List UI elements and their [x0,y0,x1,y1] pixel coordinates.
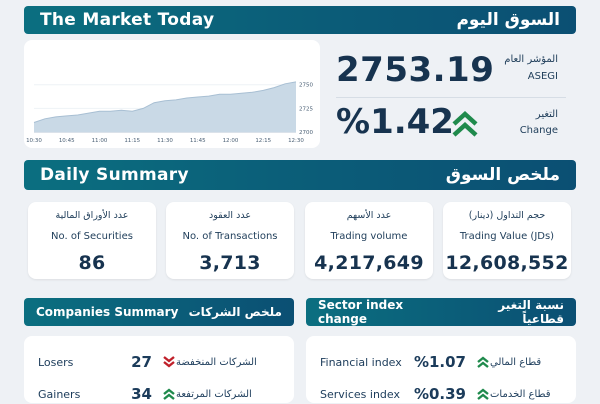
row-label-en: Gainers [38,387,81,401]
header-title-en: The Market Today [40,10,215,30]
row-value: %1.07 [413,353,466,371]
row-value: %0.39 [413,385,466,403]
stat-value: 86 [78,252,106,274]
double-chevron-down-icon [163,356,175,368]
stat-value: 12,608,552 [445,252,569,274]
stat-value: 4,217,649 [314,252,424,274]
daily-summary-header: Daily Summary ملخص السوق [24,160,576,190]
index-value: 2753.19 [336,50,495,90]
chart-x-tick-label: 10:45 [59,138,75,144]
row-label-ar: قطاع الخدمات [490,388,551,400]
chart-y-tick-label: 2725 [299,106,313,112]
index-label-ar: المؤشر العام [504,54,558,65]
chart-y-tick-label: 2700 [299,130,313,136]
change-value: %1.42 [336,102,454,142]
chart-x-tick-label: 11:30 [157,138,173,144]
stat-label-en: No. of Securities [51,231,133,242]
change-label-en: Change [519,125,558,136]
row-label-en: Financial index [320,355,402,369]
chart-y-tick-label: 2750 [299,83,313,89]
change-label-ar: التغير [535,109,558,120]
companies-title-en: Companies Summary [36,305,179,319]
stat-label-en: Trading volume [330,231,408,242]
row-value: 34 [131,385,152,403]
daily-summary-title-ar: ملخص السوق [445,165,560,185]
double-chevron-up-icon [163,388,175,400]
double-chevron-up-icon [452,110,478,137]
stat-trading-value: حجم التداول (دينار) Trading Value (JDs) … [443,202,571,279]
chart-x-tick-label: 10:30 [26,138,42,144]
sector-title-en: Sector index change [318,298,404,326]
stat-label-ar: حجم التداول (دينار) [468,210,546,221]
companies-summary-header: Companies Summary ملخص الشركات [24,298,294,326]
stat-transactions: عدد العقود No. of Transactions 3,713 [166,202,294,279]
stat-volume: عدد الأسهم Trading volume 4,217,649 [305,202,433,279]
stat-label-ar: عدد الأسهم [346,210,392,221]
index-chart-panel: 10:30 10:45 11:00 11:15 11:30 11:45 12:00 12:15… [24,40,320,148]
double-chevron-up-icon [477,356,489,368]
companies-row-gainers: Gainers 34 الشركات المرتفعة [38,384,284,404]
double-chevron-up-icon [477,388,489,400]
stat-value: 3,713 [199,252,261,274]
chart-x-tick-label: 12:15 [255,138,271,144]
sector-title-ar: نسبة التغير قطاعياً [498,298,564,326]
sector-panel [306,336,576,403]
companies-panel [24,336,294,403]
index-intraday-chart: 10:30 10:45 11:00 11:15 11:30 11:45 12:00 12:15… [26,81,313,144]
chart-area-fill [34,81,296,132]
stat-label-en: Trading Value (JDs) [459,231,555,242]
market-today-header: The Market Today السوق اليوم [24,6,576,34]
row-label-en: Services index [320,387,400,401]
companies-title-ar: ملخص الشركات [188,305,282,319]
chart-x-tick-label: 11:45 [190,138,206,144]
daily-summary-title-en: Daily Summary [40,165,189,185]
row-label-ar: الشركات المنخفضة [176,356,257,368]
sector-change-header: Sector index change نسبة التغير قطاعياً [306,298,576,326]
row-label-ar: الشركات المرتفعة [176,388,252,400]
stat-securities: عدد الأوراق المالية No. of Securities 86 [28,202,156,279]
chart-series-line [33,81,297,123]
index-label-en: ASEGI [527,71,558,82]
companies-row-losers: Losers 27 الشركات المنخفضة [38,352,284,372]
row-value: 27 [131,353,152,371]
divider [336,97,566,98]
header-title-ar: السوق اليوم [456,10,560,30]
row-label-en: Losers [38,355,74,369]
stat-label-ar: عدد الأوراق المالية [55,210,129,221]
stat-label-ar: عدد العقود [209,210,251,221]
index-value-area: 2753.19 المؤشر العام ASEGI %1.42 التغير … [328,40,576,148]
chart-x-tick-label: 12:30 [288,138,304,144]
row-label-ar: قطاع المالي [490,356,542,368]
sector-row-financial: Financial index %1.07 قطاع المالي [320,352,566,372]
chart-x-tick-label: 11:15 [124,138,140,144]
stat-label-en: No. of Transactions [182,231,278,242]
chart-x-tick-label: 12:00 [223,138,239,144]
sector-row-services: Services index %0.39 قطاع الخدمات [320,384,566,404]
chart-x-tick-label: 11:00 [92,138,108,144]
